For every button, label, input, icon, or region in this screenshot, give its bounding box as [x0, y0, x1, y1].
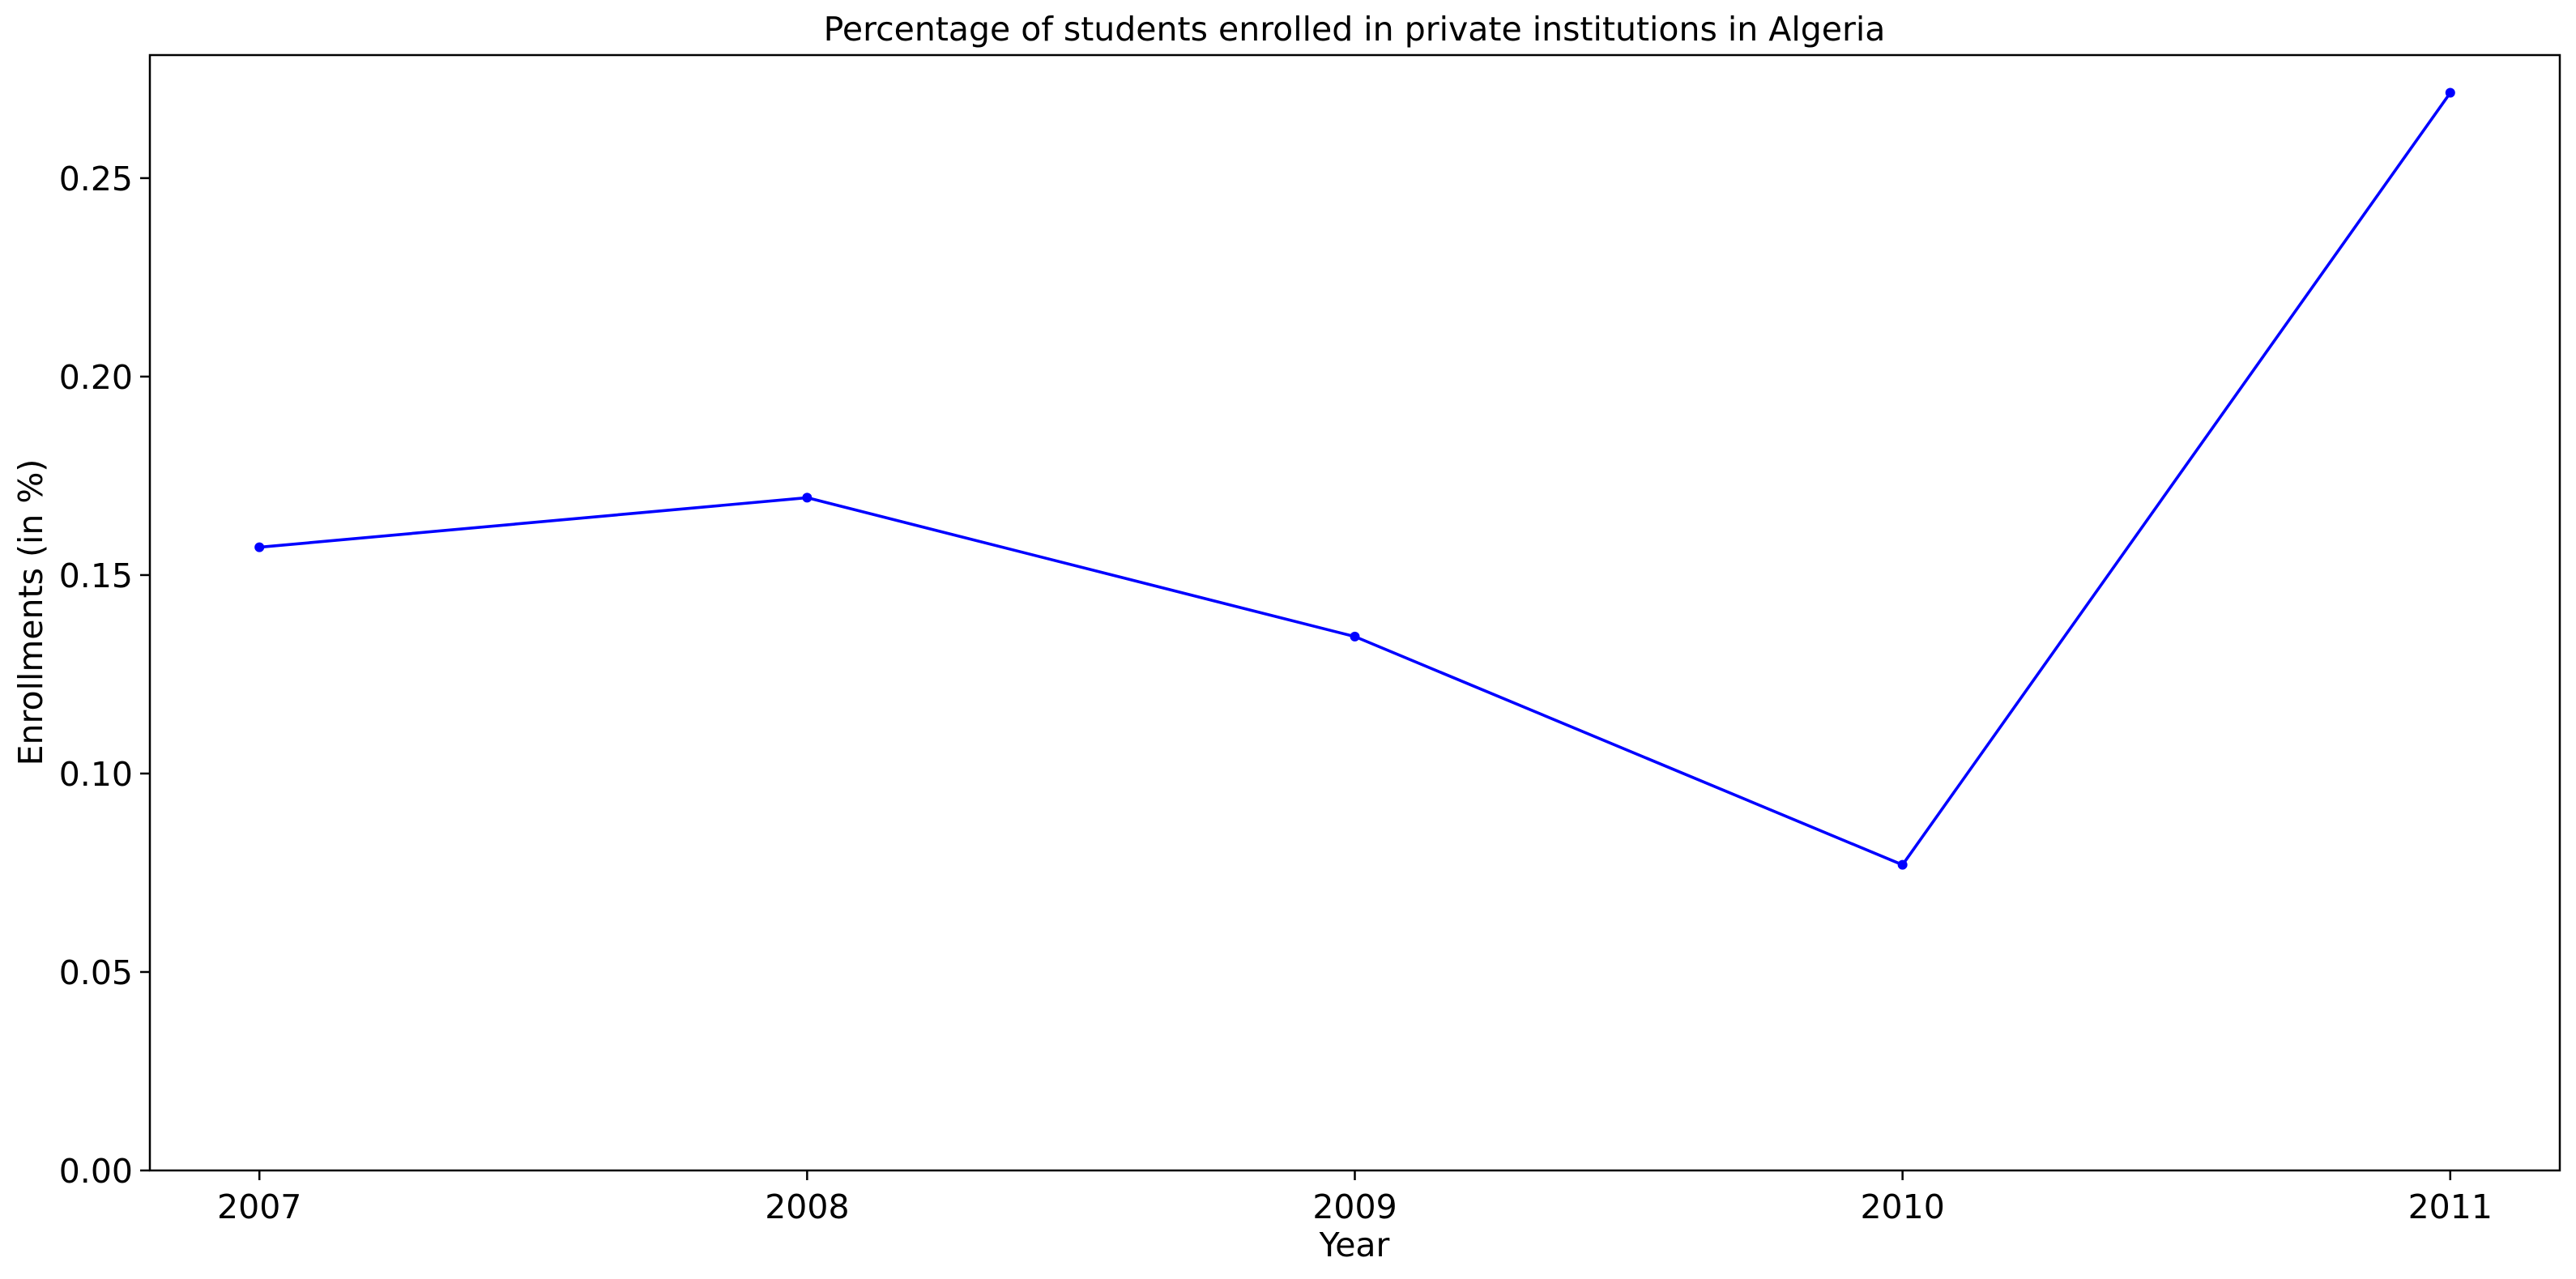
y-axis-ticks: 0.00 0.05 0.10 0.15 0.20 0.25	[59, 160, 150, 1191]
x-axis-ticks: 2007 2008 2009 2010 2011	[217, 1170, 2493, 1226]
x-axis-label: Year	[1319, 1226, 1390, 1264]
x-tick-label: 2008	[765, 1187, 849, 1226]
y-tick-label: 0.00	[59, 1152, 133, 1191]
data-point	[1897, 859, 1908, 870]
series-layer	[254, 87, 2455, 870]
y-tick-label: 0.10	[59, 755, 133, 794]
data-point	[1350, 631, 1360, 642]
x-tick-label: 2011	[2408, 1187, 2493, 1226]
x-tick-label: 2007	[217, 1187, 301, 1226]
data-point	[254, 542, 265, 552]
data-point	[2445, 87, 2455, 98]
y-tick-label: 0.05	[59, 953, 133, 992]
x-tick-label: 2009	[1312, 1187, 1397, 1226]
x-tick-label: 2010	[1860, 1187, 1944, 1226]
data-point	[802, 492, 812, 503]
y-tick-label: 0.20	[59, 358, 133, 397]
y-tick-label: 0.15	[59, 556, 133, 595]
chart-title: Percentage of students enrolled in priva…	[824, 10, 1886, 49]
y-tick-label: 0.25	[59, 160, 133, 198]
y-axis-label: Enrollments (in %)	[11, 459, 50, 766]
